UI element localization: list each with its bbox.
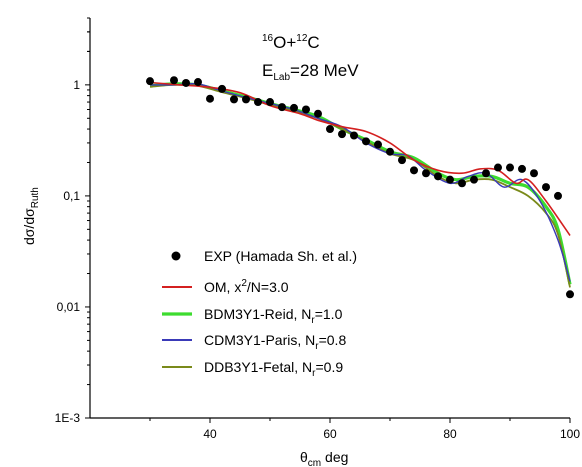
exp-point-3 [194, 78, 202, 87]
x-tick-label-0: 40 [203, 427, 217, 441]
x-axis-title: θcm deg [300, 449, 348, 467]
exp-point-2 [182, 78, 190, 87]
exp-point-9 [266, 98, 274, 107]
experimental-points [146, 76, 574, 299]
exp-point-1 [170, 76, 178, 85]
exp-point-10 [278, 103, 286, 112]
exp-point-16 [350, 131, 358, 140]
exp-point-27 [482, 169, 490, 178]
exp-point-14 [326, 125, 334, 134]
exp-point-23 [434, 172, 442, 181]
exp-point-30 [518, 164, 526, 173]
exp-point-22 [422, 169, 430, 178]
legend-label-cdm3y1: CDM3Y1-Paris, Nr=0.8 [204, 332, 346, 352]
om-curve [149, 81, 571, 236]
legend-label-exp: EXP (Hamada Sh. et al.) [204, 248, 357, 264]
exp-point-21 [410, 166, 418, 175]
exp-point-8 [254, 98, 262, 107]
exp-point-19 [386, 147, 394, 156]
energy-annotation: ELab=28 MeV [262, 61, 359, 83]
exp-point-15 [338, 130, 346, 139]
exp-point-13 [314, 109, 322, 118]
exp-point-29 [506, 163, 514, 172]
exp-point-33 [554, 191, 562, 200]
legend-label-ddb3y1: DDB3Y1-Fetal, Nr=0.9 [204, 359, 343, 379]
exp-point-5 [218, 84, 226, 93]
exp-point-28 [494, 163, 502, 172]
exp-point-25 [458, 179, 466, 188]
exp-point-12 [302, 105, 310, 114]
y-tick-label-0: 1 [73, 78, 80, 92]
exp-point-18 [374, 140, 382, 149]
exp-point-24 [446, 175, 454, 184]
exp-point-6 [230, 95, 238, 104]
x-tick-label-3: 100 [560, 427, 580, 441]
y-tick-label-2: 0,01 [57, 300, 81, 314]
x-tick-label-2: 80 [443, 427, 457, 441]
legend: EXP (Hamada Sh. et al.) OM, x2/N=3.0 BDM… [162, 248, 357, 379]
exp-point-0 [146, 77, 154, 86]
exp-point-32 [542, 183, 550, 192]
exp-point-7 [242, 95, 250, 104]
exp-point-11 [290, 103, 298, 112]
legend-label-bdm3y1: BDM3Y1-Reid, Nr=1.0 [204, 306, 343, 326]
legend-marker-exp [171, 251, 181, 261]
exp-point-26 [470, 175, 478, 184]
exp-point-4 [206, 94, 214, 103]
exp-point-17 [362, 137, 370, 146]
exp-point-20 [398, 156, 406, 165]
exp-point-34 [566, 290, 574, 299]
reaction-annotation: 16O+12C [262, 33, 320, 52]
x-tick-label-1: 60 [323, 427, 337, 441]
legend-label-om: OM, x2/N=3.0 [204, 278, 289, 295]
y-tick-label-1: 0,1 [63, 189, 80, 203]
axis-ticks: 40 60 80 100 1 0,1 0,01 1E-3 [55, 17, 580, 441]
y-axis-title: dσ/dσRuth [21, 187, 41, 245]
exp-point-31 [530, 169, 538, 178]
y-tick-label-3: 1E-3 [55, 411, 81, 425]
